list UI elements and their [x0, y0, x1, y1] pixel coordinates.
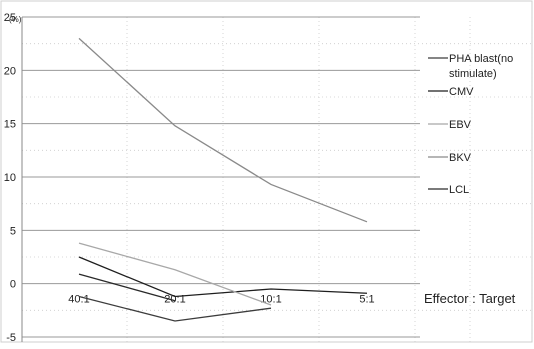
legend-label: LCL — [449, 184, 469, 196]
y-tick-label: 5 — [10, 225, 16, 237]
y-tick-label: 10 — [4, 172, 16, 184]
y-tick-label: 20 — [4, 65, 16, 77]
series-line — [78, 256, 368, 298]
legend-label: PHA blast(no stimulate) — [449, 53, 513, 80]
y-tick-label: 15 — [4, 119, 16, 131]
x-tick-label: 10:1 — [260, 294, 281, 306]
y-tick-label: -5 — [6, 332, 16, 344]
legend-label: EBV — [449, 119, 472, 131]
legend-label: BKV — [449, 152, 472, 164]
series-line — [78, 273, 176, 302]
series-line — [78, 295, 272, 322]
x-tick-label: 40:1 — [68, 294, 89, 306]
series-line — [78, 242, 272, 306]
legend-label: CMV — [449, 86, 474, 98]
legend: PHA blast(no stimulate) CMV EBV BKV LCL — [428, 53, 513, 196]
y-unit-label: (%) — [9, 15, 22, 24]
x-tick-label: 5:1 — [359, 294, 374, 306]
y-tick-label: 25 — [4, 12, 16, 24]
x-axis-title: Effector : Target — [424, 291, 516, 306]
y-tick-label: 0 — [10, 279, 16, 291]
series-line — [78, 37, 368, 223]
